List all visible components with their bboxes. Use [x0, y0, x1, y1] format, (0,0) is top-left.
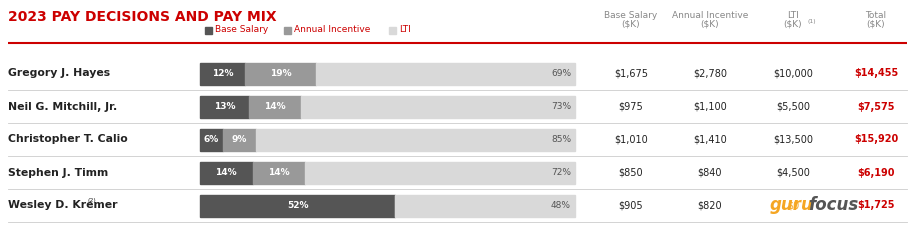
Bar [222, 129, 256, 150]
Text: $6,190: $6,190 [857, 168, 895, 177]
Text: 72%: 72% [551, 168, 571, 177]
Bar [256, 129, 575, 150]
Text: $15,920: $15,920 [854, 134, 899, 145]
Text: 9%: 9% [231, 135, 247, 144]
Text: $840: $840 [698, 168, 722, 177]
Text: $4,500: $4,500 [776, 168, 810, 177]
Text: 73%: 73% [551, 102, 571, 111]
Text: $850: $850 [619, 168, 643, 177]
Text: ($K): ($K) [783, 19, 802, 28]
Text: $2,780: $2,780 [693, 68, 727, 78]
Text: $7,575: $7,575 [857, 102, 895, 111]
Bar [305, 161, 575, 184]
Text: (2): (2) [88, 198, 97, 203]
Text: 19%: 19% [270, 69, 292, 78]
Text: $10,000: $10,000 [773, 68, 813, 78]
Bar [285, 27, 291, 34]
Text: 2023 PAY DECISIONS AND PAY MIX: 2023 PAY DECISIONS AND PAY MIX [8, 10, 276, 24]
Text: (1): (1) [807, 19, 815, 24]
Text: 48%: 48% [551, 201, 571, 210]
Text: 52%: 52% [286, 201, 308, 210]
Bar [249, 95, 301, 118]
Bar [253, 161, 305, 184]
Text: Annual Incentive: Annual Incentive [295, 26, 371, 35]
Text: 6%: 6% [204, 135, 219, 144]
Text: Gregory J. Hayes: Gregory J. Hayes [8, 68, 110, 78]
Text: $1,010: $1,010 [614, 134, 648, 145]
Text: $1,410: $1,410 [694, 134, 727, 145]
Bar [200, 195, 395, 216]
Text: 14%: 14% [268, 168, 289, 177]
Bar [317, 63, 575, 85]
Text: guru: guru [770, 196, 813, 215]
Bar [245, 63, 317, 85]
Text: Total: Total [866, 11, 887, 20]
Text: 14%: 14% [215, 168, 237, 177]
Text: ($K): ($K) [701, 19, 719, 28]
Text: LTI: LTI [787, 11, 799, 20]
Text: ($K): ($K) [621, 19, 640, 28]
Text: $13,500: $13,500 [773, 134, 813, 145]
Text: Base Salary: Base Salary [215, 26, 268, 35]
Bar [200, 129, 222, 150]
Text: 14%: 14% [264, 102, 285, 111]
Text: focus: focus [808, 196, 858, 215]
Text: 85%: 85% [551, 135, 571, 144]
Text: Wesley D. Kremer: Wesley D. Kremer [8, 200, 117, 211]
Bar [200, 63, 245, 85]
Bar [205, 27, 212, 34]
Text: $1,100: $1,100 [694, 102, 727, 111]
Text: $14,455: $14,455 [854, 68, 899, 78]
Text: LTI: LTI [400, 26, 411, 35]
Text: ($K): ($K) [867, 19, 886, 28]
Text: Annual Incentive: Annual Incentive [672, 11, 748, 20]
Text: $1,675: $1,675 [614, 68, 648, 78]
Text: Christopher T. Calio: Christopher T. Calio [8, 134, 128, 145]
Text: $1,725: $1,725 [857, 200, 895, 211]
Text: $5,500: $5,500 [776, 102, 810, 111]
Text: 69%: 69% [551, 69, 571, 78]
Text: $905: $905 [619, 200, 643, 211]
Bar [395, 195, 575, 216]
Text: $820: $820 [697, 200, 722, 211]
Text: 12%: 12% [211, 69, 233, 78]
Text: Stephen J. Timm: Stephen J. Timm [8, 168, 108, 177]
Text: $0: $0 [787, 200, 799, 211]
Text: Neil G. Mitchill, Jr.: Neil G. Mitchill, Jr. [8, 102, 117, 111]
Bar [200, 95, 249, 118]
Bar [200, 161, 253, 184]
Bar [390, 27, 396, 34]
Text: $975: $975 [619, 102, 643, 111]
Text: 13%: 13% [213, 102, 235, 111]
Bar [301, 95, 575, 118]
Text: Base Salary: Base Salary [605, 11, 658, 20]
